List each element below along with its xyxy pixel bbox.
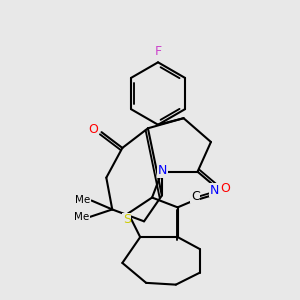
Text: Me: Me	[76, 195, 91, 205]
Text: O: O	[220, 182, 230, 194]
Text: C: C	[191, 190, 200, 202]
Text: N: N	[158, 164, 167, 177]
Text: S: S	[123, 213, 131, 226]
Text: F: F	[154, 44, 162, 58]
Text: N: N	[210, 184, 219, 196]
Text: O: O	[88, 123, 98, 136]
Text: Me: Me	[74, 212, 89, 223]
